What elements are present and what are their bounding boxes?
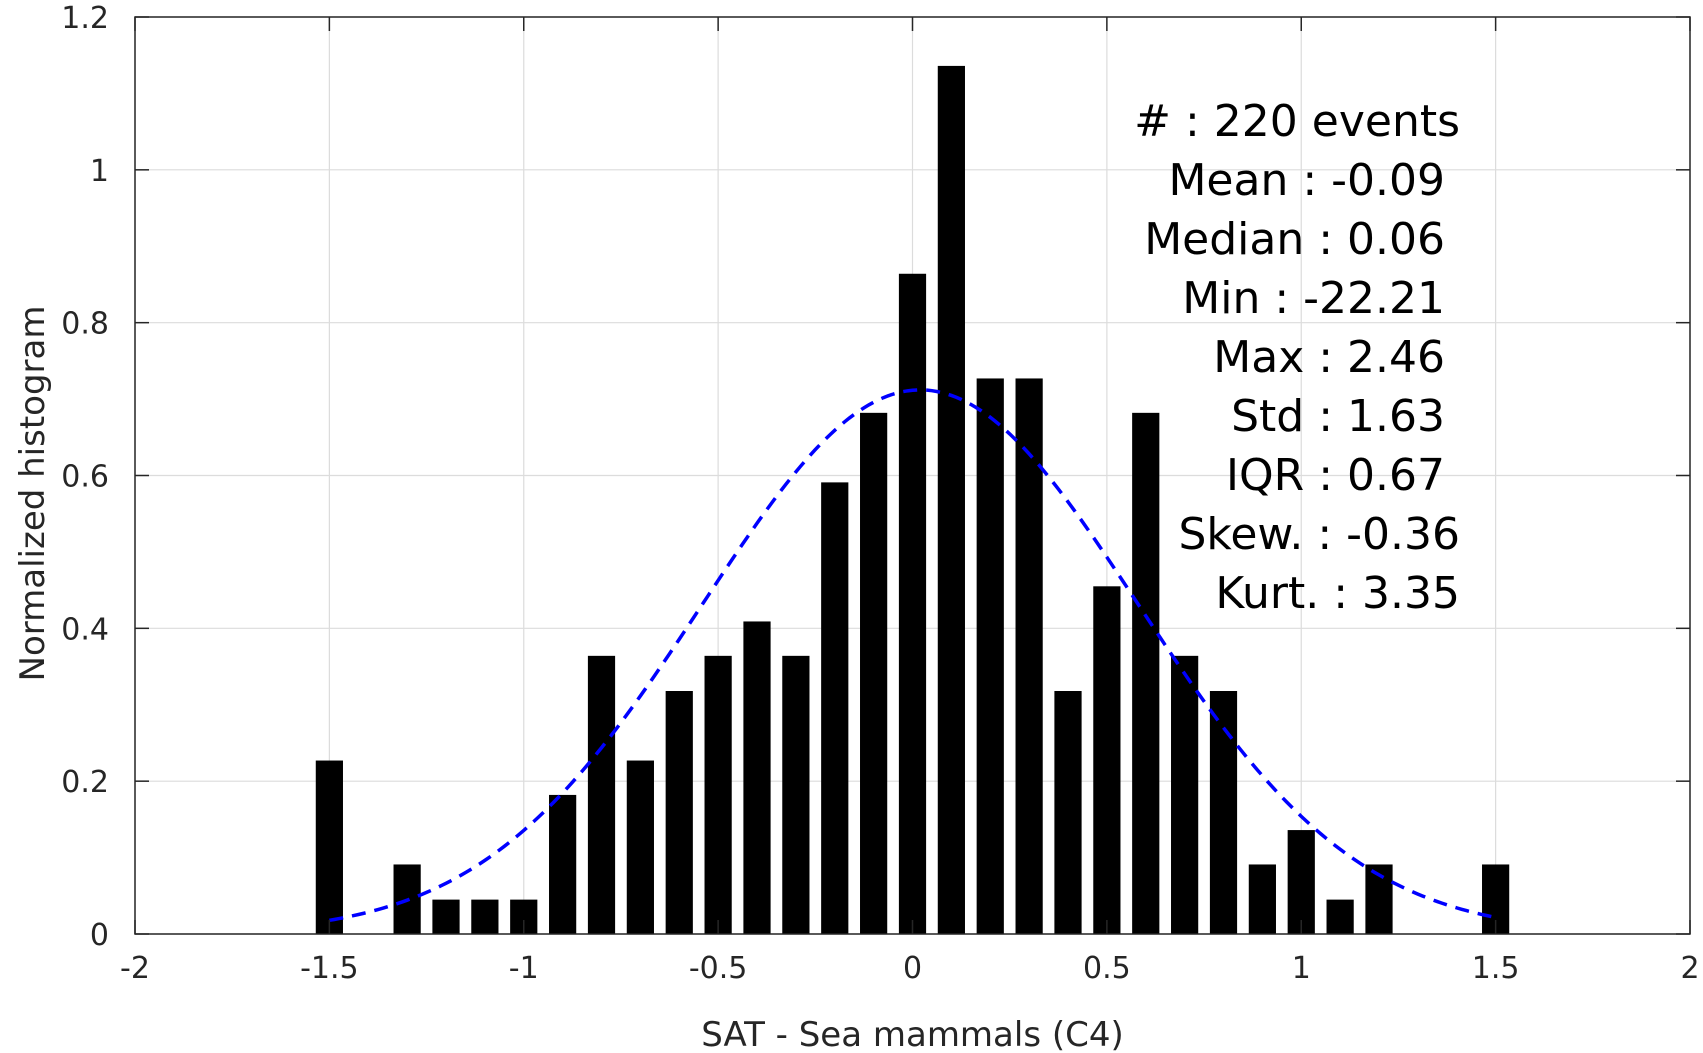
x-tick-label: 1 — [1292, 951, 1311, 986]
stats-line-skew: Skew. : -0.36 — [1179, 509, 1461, 560]
normal-fit-curve — [329, 388, 1496, 923]
x-tick-label: -0.5 — [689, 951, 748, 986]
histogram-bar — [860, 412, 888, 934]
histogram-bar — [626, 760, 654, 934]
x-tick-label: -2 — [120, 951, 150, 986]
histogram-bar — [471, 899, 499, 934]
histogram-bar — [782, 655, 810, 934]
histogram-bar — [315, 760, 343, 934]
x-tick-label: 0 — [903, 951, 922, 986]
histogram-bar — [704, 655, 732, 934]
statistics-annotation: # : 220 events Mean : -0.09 Median : 0.0… — [1134, 96, 1460, 619]
x-tick-label: 2 — [1680, 951, 1699, 986]
stats-line-kurt: Kurt. : 3.35 — [1215, 568, 1460, 619]
histogram-bar — [432, 899, 460, 934]
histogram-bar — [1287, 830, 1315, 934]
histogram-bar — [1132, 412, 1160, 934]
stats-line-mean: Mean : -0.09 — [1168, 155, 1445, 206]
histogram-bar — [1015, 378, 1043, 935]
histogram-bar — [1171, 655, 1199, 934]
stats-line-iqr: IQR : 0.67 — [1226, 450, 1445, 501]
x-tick-label: 1.5 — [1472, 951, 1520, 986]
x-tick-label: 0.5 — [1083, 951, 1131, 986]
histogram-bar — [1326, 899, 1354, 934]
y-axis-label: Normalized histogram — [13, 306, 53, 682]
y-tick-label: 1 — [90, 154, 109, 189]
stats-line-count: # : 220 events — [1134, 96, 1460, 147]
histogram-bar — [1054, 690, 1082, 934]
histogram-bar — [1248, 864, 1276, 934]
histogram-bar — [1209, 690, 1238, 934]
x-tick-labels: -2 -1.5 -1 -0.5 0 0.5 1 1.5 2 — [120, 951, 1700, 986]
y-tick-labels: 0 0.2 0.4 0.6 0.8 1 1.2 — [61, 1, 109, 953]
y-tick-label: 0.2 — [61, 765, 109, 800]
histogram-bars — [315, 65, 1510, 935]
histogram-bar — [1093, 586, 1121, 934]
histogram-bar — [549, 794, 577, 934]
stats-line-std: Std : 1.63 — [1231, 391, 1445, 442]
y-tick-label: 0.6 — [61, 460, 109, 495]
axis-ticks — [134, 16, 1691, 935]
y-tick-label: 0.8 — [61, 307, 109, 342]
stats-line-max: Max : 2.46 — [1213, 332, 1445, 383]
x-tick-label: -1.5 — [300, 951, 359, 986]
histogram-bar — [821, 482, 849, 934]
histogram-bar — [976, 378, 1004, 935]
y-tick-label: 1.2 — [61, 1, 109, 36]
histogram-bar — [665, 690, 693, 934]
stats-line-median: Median : 0.06 — [1144, 214, 1445, 265]
y-tick-label: 0 — [90, 918, 109, 953]
histogram-bar — [898, 273, 927, 934]
stats-line-min: Min : -22.21 — [1182, 273, 1445, 324]
histogram-bar — [587, 655, 616, 934]
histogram-bar — [743, 621, 771, 934]
y-tick-label: 0.4 — [61, 612, 109, 647]
x-tick-label: -1 — [509, 951, 539, 986]
histogram-bar — [937, 65, 965, 934]
x-axis-label: SAT - Sea mammals (C4) — [701, 1015, 1124, 1053]
